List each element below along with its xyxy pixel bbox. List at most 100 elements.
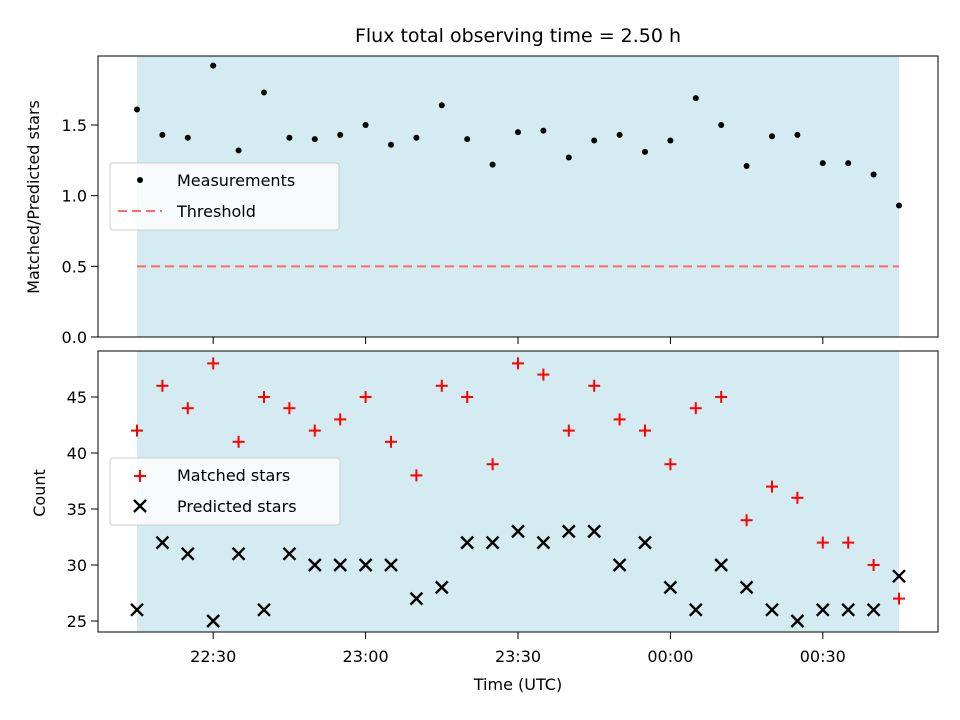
matched-star-point [435,379,448,392]
matched-star-point [258,391,270,403]
matched-star-point [486,458,499,471]
top-x-ticks [212,337,824,344]
measurement-point [794,131,801,138]
measurement-point [464,136,471,143]
top-y-axis-label: Matched/Predicted stars [24,100,43,294]
bottom-y-ticks: 25 30 35 40 45 [67,388,98,631]
matched-star-point [867,559,880,571]
legend-measurements-label: Measurements [177,171,295,190]
x-tick-label: 23:00 [343,647,389,666]
y-tick-label: 0.5 [62,257,87,276]
predicted-star-point [663,580,678,595]
measurement-point [362,122,369,128]
predicted-star-point [511,524,525,539]
predicted-star-point [257,602,271,617]
measurement-point [337,131,344,138]
measurement-point [845,160,852,167]
y-tick-label: 25 [67,612,87,631]
predicted-star-point [790,614,805,628]
measurement-point [210,62,217,69]
measurement-point [718,122,725,128]
x-tick-label: 00:30 [800,647,846,666]
measurement-point [159,131,166,138]
predicted-star-point [739,580,754,595]
legend-predicted-marker [133,499,147,513]
predicted-star-point [638,535,652,550]
bottom-y-axis-label: Count [30,469,49,517]
matched-star-point [512,357,524,370]
legend-threshold-label: Threshold [176,202,256,221]
matched-star-point [308,424,321,437]
predicted-star-point [333,558,348,572]
measurement-point [565,154,572,161]
legend-matched-marker [134,470,146,482]
predicted-star-point [384,558,398,572]
predicted-star-point [536,535,551,550]
measurement-point [769,133,775,140]
x-axis-label: Time (UTC) [473,675,562,694]
predicted-star-point [307,558,322,572]
matched-star-point [181,402,194,415]
matched-star-point [842,536,855,549]
measurement-point [591,137,598,144]
measurement-points [134,62,902,209]
measurement-point [515,129,521,136]
predicted-star-point [815,602,830,617]
matched-star-point [562,424,575,437]
matched-star-point [131,424,143,437]
top-panel: 0.0 0.5 1.0 1.5 Matched/Predicted stars Mea… [24,55,939,347]
measurement-point [184,134,191,141]
predicted-star-point [409,591,424,606]
matched-star-point [639,424,651,437]
x-tick-label: 00:00 [647,647,693,666]
predicted-star-point [587,524,602,539]
predicted-star-point [561,524,576,539]
predicted-star-point [180,546,195,561]
measurement-point [667,137,674,144]
predicted-star-point [866,602,881,617]
matched-star-point [791,491,804,504]
y-tick-label: 35 [67,500,87,519]
measurement-point [870,171,877,178]
matched-star-point [689,402,702,415]
top-y-ticks: 0.0 0.5 1.0 1.5 [62,116,98,347]
measurement-point [413,134,420,141]
legend-matched-label: Matched stars [177,466,290,485]
top-legend: Measurements Threshold [109,162,340,231]
matched-star-point [537,368,550,381]
measurement-point [235,147,242,154]
measurement-point [896,202,902,209]
legend-measurements-marker [137,177,143,183]
bottom-panel: 25 30 35 40 45 22:30 23:00 23:30 00:00 00:30 Cou… [30,350,939,694]
measurement-point [311,136,318,143]
matched-star-point [385,435,397,448]
predicted-star-point [714,558,729,572]
bottom-legend: Matched stars Predicted stars [109,457,341,526]
measurement-point [743,162,750,169]
measurement-point [489,161,496,168]
top-legend-box [109,162,340,231]
measurement-point [134,106,140,113]
x-tick-label: 22:30 [190,647,236,666]
predicted-star-point [155,535,170,550]
matched-star-point [334,413,347,426]
predicted-star-point [841,602,856,617]
x-tick-label: 23:30 [495,647,541,666]
matched-star-point [461,391,474,403]
bottom-x-ticks: 22:30 23:00 23:30 00:00 00:30 [190,632,846,666]
y-tick-label: 30 [67,556,87,575]
matched-star-point [715,391,728,403]
predicted-star-point [231,546,246,561]
predicted-star-point [206,614,221,628]
y-tick-label: 45 [67,388,87,407]
matched-star-point [156,379,169,392]
predicted-star-point [688,602,703,617]
matched-star-point [664,458,677,471]
matched-star-point [740,514,753,527]
predicted-star-point [892,569,906,584]
bottom-legend-box [109,457,341,526]
predicted-star-point [612,558,627,572]
predicted-star-point [765,602,779,617]
measurement-point [388,141,394,148]
